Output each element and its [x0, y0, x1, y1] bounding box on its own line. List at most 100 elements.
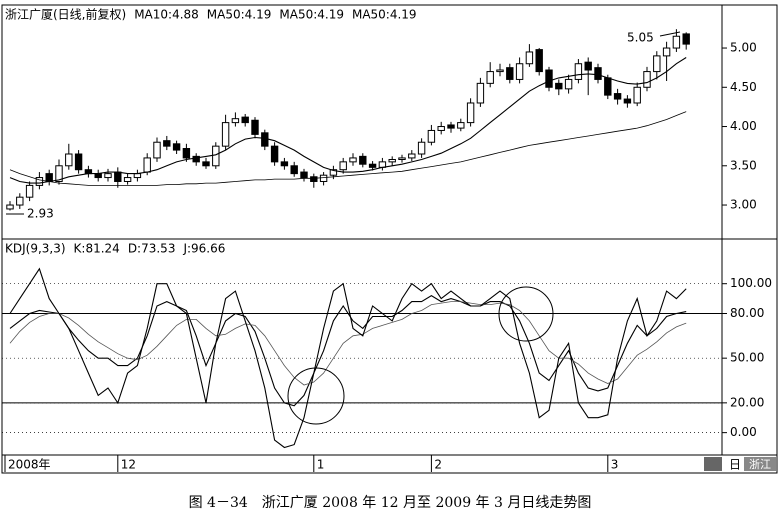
candle-body — [123, 177, 132, 182]
corner-label: 日 — [729, 458, 741, 472]
y-tick-label: 80.00 — [730, 306, 764, 320]
candle-body — [290, 165, 298, 175]
candle-body — [506, 67, 514, 80]
candle-body — [398, 157, 406, 161]
y-tick-label: 20.00 — [730, 395, 764, 409]
candle-body — [613, 93, 622, 100]
candle-body — [202, 161, 210, 167]
candle-body — [408, 153, 416, 159]
y-tick-label: 5.00 — [730, 41, 757, 55]
candle-body — [662, 47, 671, 57]
candle-body — [6, 204, 14, 210]
candle-body — [545, 69, 553, 88]
candle-body — [231, 118, 240, 124]
candle-body — [633, 86, 641, 104]
candle-body — [466, 102, 475, 124]
caption: 图 4－34 浙江广厦 2008 年 12 月至 2009 年 3 月日线走势图 — [189, 495, 592, 511]
panel-title: KDJ(9,3,3) — [5, 242, 66, 256]
candle-body — [359, 155, 367, 165]
corner-label: 浙江 — [749, 458, 771, 471]
candle-body — [65, 153, 73, 167]
candle-body — [525, 51, 534, 65]
candle-body — [35, 177, 44, 186]
candle-body — [427, 129, 436, 143]
candle-body — [643, 71, 651, 88]
stock-tab[interactable] — [744, 457, 776, 471]
candle-body — [623, 98, 632, 104]
candle-body — [25, 184, 34, 198]
candle-body — [594, 67, 602, 80]
candle-body — [555, 82, 563, 90]
candle-body — [672, 35, 681, 49]
annotation-leader — [659, 31, 681, 37]
candle-body — [133, 173, 142, 179]
candle-body — [104, 173, 112, 179]
candle-body — [74, 153, 83, 171]
candle-body — [94, 173, 102, 179]
candle-body — [251, 119, 259, 135]
y-tick-label: 50.00 — [730, 351, 764, 365]
candle-body — [486, 71, 494, 84]
x-tick-label: 1 — [317, 458, 325, 472]
x-tick-label: 2008年 — [8, 458, 51, 472]
indicator-line — [9, 111, 687, 186]
indicator-line — [9, 57, 687, 184]
candle-body — [653, 55, 661, 73]
indicator-line — [9, 301, 687, 386]
candle-body — [574, 63, 583, 80]
candle-body — [584, 61, 592, 71]
highlight-circle — [287, 367, 345, 425]
indicator-line — [9, 267, 687, 449]
candle-body — [437, 126, 445, 131]
panel-title: 浙江广厦(日线,前复权) — [5, 7, 126, 22]
y-tick-label: 4.00 — [730, 119, 757, 133]
candle-body — [496, 69, 504, 73]
candle-body — [310, 176, 318, 182]
legend-entry: MA50:4.19 — [279, 8, 344, 22]
y-tick-label: 4.50 — [730, 80, 757, 94]
scroll-button[interactable] — [704, 457, 722, 471]
candle-body — [143, 157, 151, 173]
candle-body — [564, 78, 573, 90]
candle-body — [55, 165, 63, 182]
candle-body — [319, 174, 328, 182]
legend-entry: K:81.24 — [74, 242, 120, 256]
candle-body — [349, 157, 357, 163]
candle-body — [300, 171, 308, 179]
candle-body — [114, 171, 122, 182]
candle-body — [261, 132, 269, 147]
highlight-circle — [498, 286, 554, 342]
candle-body — [604, 77, 612, 96]
candle-body — [45, 173, 53, 182]
candle-body — [192, 155, 200, 163]
candle-body — [388, 159, 396, 163]
annotation: 2.93 — [27, 207, 54, 221]
y-tick-label: 100.00 — [730, 276, 772, 290]
candle-body — [329, 169, 338, 176]
candle-body — [212, 145, 220, 167]
candle-body — [417, 141, 426, 155]
annotation: 5.05 — [627, 31, 654, 45]
y-tick-label: 0.00 — [730, 425, 757, 439]
candle-body — [153, 141, 161, 159]
legend-entry: J:96.66 — [182, 242, 225, 256]
candle-body — [84, 169, 93, 175]
candle-body — [172, 143, 181, 151]
candle-body — [476, 82, 485, 104]
legend-entry: MA50:4.19 — [352, 8, 417, 22]
candle-body — [163, 140, 171, 147]
candle-body — [339, 161, 347, 171]
y-tick-label: 3.00 — [730, 198, 757, 212]
candle-body — [515, 63, 524, 80]
y-tick-label: 3.50 — [730, 158, 757, 172]
candle-body — [270, 145, 279, 163]
candle-body — [457, 122, 465, 129]
candle-body — [241, 116, 249, 124]
candle-body — [535, 49, 543, 73]
x-tick-label: 12 — [121, 458, 136, 472]
candle-body — [368, 163, 377, 168]
legend-entry: D:73.53 — [128, 242, 176, 256]
legend-entry: MA50:4.19 — [207, 8, 272, 22]
candle-body — [447, 124, 455, 129]
